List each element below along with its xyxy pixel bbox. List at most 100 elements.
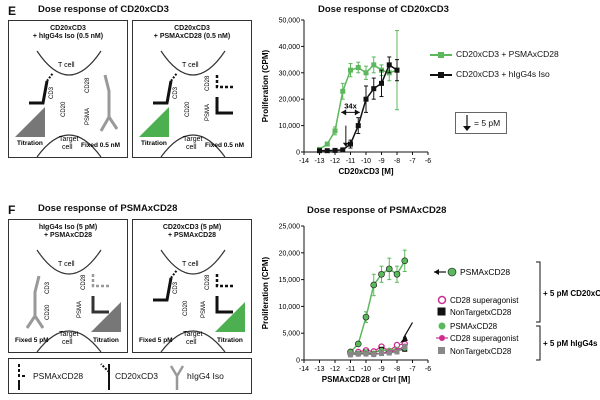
legend-f-label-4: PSMAxCD28 — [450, 322, 498, 331]
cell-label: cell — [62, 144, 73, 151]
group-label-2: + 5 pM hIgG4s Iso — [543, 339, 600, 348]
diagram-title-1: CD20xCD3 — [174, 25, 210, 32]
key-psmaxcd28: PSMAxCD28 — [33, 371, 84, 381]
y-tick-label: 20,000 — [279, 250, 301, 257]
diagram-title-2: + hIgG4s Iso (0.5 nM) — [32, 33, 104, 40]
key-cd20xcd3: CD20xCD3 — [115, 371, 158, 381]
x-tick-label: -12 — [330, 158, 340, 165]
diagram-title-1: CD20xCD3 (5 pM) — [162, 224, 222, 231]
arrow-down-icon — [463, 115, 471, 131]
panel-e-title: Dose response of CD20xCD3 — [38, 4, 169, 15]
legend-f-marker-6 — [438, 347, 445, 354]
data-point — [370, 281, 378, 289]
diagram-title-2: + PSMAxCD28 — [43, 232, 93, 239]
bracket-1 — [536, 261, 541, 323]
legend-green-line-icon — [430, 52, 452, 58]
data-point — [371, 86, 377, 92]
data-point — [371, 352, 377, 358]
y-axis-label: Proliferation (CPM) — [261, 256, 270, 329]
chart-f-title: Dose response of PSMAxCD28 — [307, 205, 447, 216]
chart-e: -14 -13 -12 -11 -10 -9 -8 -7 -6 0 10,000 20,000 30,0… — [261, 18, 431, 177]
y-tick-label: 50,000 — [279, 18, 301, 25]
data-point — [362, 313, 370, 321]
key-higg4-iso: hIgG4 Iso — [187, 371, 224, 381]
data-point — [371, 62, 377, 68]
data-point — [355, 65, 361, 71]
data-point — [385, 265, 393, 273]
antibody-key: PSMAxCD28 CD20xCD3 hIgG4 Iso — [8, 358, 252, 394]
diagram-e-right: CD20xCD3 + PSMAxCD28 (0.5 nM) T cell Tar… — [132, 20, 252, 158]
key-5pm-label: = 5 pM — [474, 118, 501, 128]
legend-black-line-icon — [430, 72, 452, 78]
y-tick-label: 10,000 — [279, 123, 301, 130]
titration-label: Titration — [93, 337, 119, 344]
y-tick-label: 10,000 — [279, 304, 301, 311]
diagram-title-2: + PSMAxCD28 — [167, 232, 217, 239]
data-point — [348, 352, 353, 358]
psma-label: PSMA — [201, 301, 207, 318]
data-point — [386, 350, 392, 356]
legend-e-label-1: CD20xCD3 + PSMAxCD28 — [456, 49, 559, 59]
diagram-title-1: CD20xCD3 — [50, 25, 86, 32]
data-point — [401, 257, 409, 265]
cd3-label: CD3 — [49, 86, 55, 99]
legend-f-label-6: NonTargetxCD28 — [450, 347, 512, 356]
legend-f-label-2: CD28 superagonist — [450, 296, 519, 305]
data-point — [355, 351, 361, 357]
legend-f-marker-3 — [437, 307, 446, 316]
target-label: Target — [59, 331, 79, 338]
data-point — [363, 351, 369, 357]
series-line — [319, 63, 398, 150]
target-label: Target — [183, 331, 203, 338]
x-tick-label: -6 — [425, 366, 431, 373]
legend-f-label-3: NonTargetxCD28 — [450, 308, 512, 317]
x-axis-label: CD20xCD3 [M] — [338, 167, 393, 176]
pointer-arrow — [402, 322, 414, 339]
data-point — [332, 147, 338, 153]
data-point — [348, 67, 353, 73]
cd3-label: CD3 — [173, 86, 179, 99]
fold-arrowhead-left — [341, 109, 347, 116]
legend-f-marker-1 — [447, 267, 457, 277]
titration-label: Titration — [17, 140, 43, 147]
x-tick-label: -10 — [361, 158, 371, 165]
data-point — [340, 88, 346, 94]
x-axis-label: PSMAxCD28 or Ctrl [M] — [322, 375, 411, 384]
diagram-e-left-drawing: T cell Target cell CD3 CD20 CD28 PSMA Ti… — [15, 50, 120, 157]
legend-f-marker-2 — [437, 295, 447, 305]
tcell-label: T cell — [58, 261, 75, 268]
data-point — [348, 141, 353, 147]
data-point — [394, 349, 400, 355]
fixed-label: Fixed 0.5 nM — [81, 142, 120, 149]
y-tick-label: 20,000 — [279, 97, 301, 104]
bracket-2 — [536, 325, 541, 361]
data-point — [402, 344, 408, 350]
x-tick-label: -6 — [425, 158, 431, 165]
data-point — [394, 67, 400, 73]
data-point — [332, 128, 338, 134]
x-tick-label: -13 — [314, 158, 324, 165]
target-label: Target — [183, 136, 203, 143]
cd3-label: CD3 — [45, 281, 51, 294]
target-label: Target — [59, 136, 79, 143]
fixed-label: Fixed 0.5 nM — [205, 142, 244, 149]
legend-e-label-2: CD20xCD3 + hIgG4s Iso — [456, 69, 550, 79]
legend-f: PSMAxCD28 CD28 superagonist NonTargetxCD… — [434, 261, 600, 361]
y-tick-label: 5,000 — [282, 331, 300, 338]
cell-label: cell — [62, 339, 73, 346]
x-tick-label: -7 — [409, 366, 415, 373]
tcell-label: T cell — [182, 261, 199, 268]
cd20-label: CD20 — [183, 300, 189, 316]
data-point — [324, 141, 330, 147]
y-tick-label: 40,000 — [279, 44, 301, 51]
legend-f-label-5: CD28 superagonist — [450, 334, 519, 343]
panel-letter-e: E — [8, 4, 17, 18]
chart-f: -14 -13 -12 -11 -10 -9 -8 -7 -6 0 5,000 10,000 15,00… — [261, 224, 431, 385]
y-axis-label: Proliferation (CPM) — [261, 49, 270, 122]
x-tick-label: -8 — [394, 366, 400, 373]
titration-label: Titration — [217, 337, 243, 344]
diagram-f-left: hIgG4s Iso (5 pM) + PSMAxCD28 T cell Tar… — [8, 219, 128, 353]
data-point — [354, 340, 362, 348]
cd28-label: CD28 — [205, 75, 211, 91]
diagram-title-2: + PSMAxCD28 (0.5 nM) — [153, 33, 231, 40]
